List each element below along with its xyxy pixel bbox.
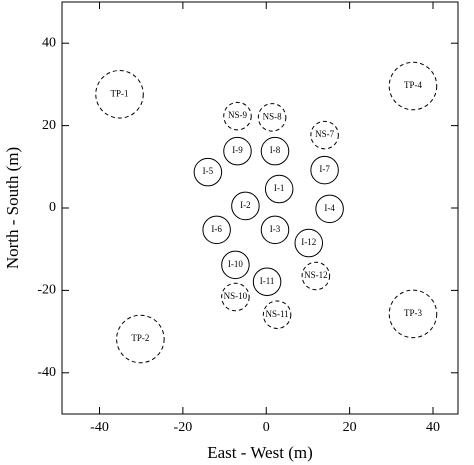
station-circle [257, 103, 287, 132]
station-label: TP-1 [111, 88, 129, 98]
station-label: NS-7 [315, 129, 335, 139]
station-label: I-8 [270, 145, 281, 155]
x-tick-label: 20 [343, 420, 357, 435]
station-circle [193, 157, 223, 187]
station-circle [262, 300, 292, 329]
station-circle [264, 174, 294, 204]
station-label: I-12 [301, 237, 316, 247]
y-tick-label: 0 [49, 200, 56, 215]
station-label: TP-4 [404, 80, 423, 90]
station-circle [221, 250, 250, 280]
y-tick-label: -40 [37, 365, 56, 380]
station-label: I-9 [232, 145, 243, 155]
station-circle [301, 261, 331, 291]
station-label: NS-12 [304, 270, 328, 280]
x-tick-label: 40 [426, 420, 440, 435]
station-circle [223, 136, 252, 166]
station-label: I-6 [211, 224, 222, 234]
station-circle [95, 70, 144, 119]
station-label: NS-9 [228, 110, 248, 120]
station-circle [221, 282, 250, 312]
station-label: I-7 [319, 164, 330, 174]
station-label: I-4 [324, 203, 335, 213]
station-label: I-11 [260, 276, 275, 286]
x-tick-label: 0 [263, 420, 270, 435]
x-tick-label: -20 [174, 420, 193, 435]
y-tick-label: 40 [42, 35, 56, 50]
plot-frame [61, 1, 459, 415]
station-circle [310, 120, 339, 150]
station-circle [294, 228, 324, 258]
station-circle [223, 101, 252, 131]
station-label: NS-10 [224, 291, 248, 301]
station-circle [388, 289, 438, 339]
y-tick-label: -20 [37, 283, 56, 298]
station-label: NS-8 [263, 111, 283, 121]
station-circle [260, 136, 290, 166]
station-label: NS-11 [266, 309, 289, 319]
station-label: I-2 [240, 200, 251, 210]
station-label: TP-3 [404, 308, 423, 318]
station-label: I-10 [228, 259, 243, 269]
station-circle [202, 215, 231, 245]
station-label: I-3 [270, 224, 281, 234]
x-tick-label: -40 [90, 420, 109, 435]
y-axis-label: North - South (m) [3, 147, 22, 269]
station-label: TP-2 [131, 333, 149, 343]
y-tick-label: 20 [42, 118, 56, 133]
station-circle [260, 215, 290, 245]
station-circle [310, 155, 339, 185]
station-circle [116, 314, 165, 364]
x-axis-label: East - West (m) [207, 443, 313, 462]
station-circle [315, 194, 344, 224]
station-circle [252, 267, 282, 297]
station-label: I-5 [203, 166, 214, 176]
station-circle [388, 61, 438, 111]
station-circle [231, 191, 260, 221]
station-label: I-1 [274, 183, 285, 193]
